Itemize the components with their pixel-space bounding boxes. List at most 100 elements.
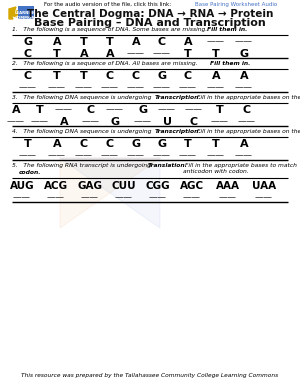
Text: C: C	[132, 71, 140, 81]
Text: ——: ——	[211, 117, 229, 126]
Text: ——: ——	[235, 151, 253, 160]
Text: G: G	[131, 139, 141, 149]
Text: The Central Dogma: DNA → RNA → Protein: The Central Dogma: DNA → RNA → Protein	[27, 9, 273, 19]
Text: This resource was prepared by the Tallahassee Community College Learning Commons: This resource was prepared by the Tallah…	[21, 373, 279, 378]
Text: ——: ——	[101, 83, 119, 92]
Text: T: T	[184, 49, 192, 59]
Text: ——: ——	[47, 193, 65, 202]
Text: 3.   The following DNA sequence is undergoing: 3. The following DNA sequence is undergo…	[12, 95, 153, 100]
Text: A: A	[60, 117, 68, 127]
Text: C: C	[190, 117, 198, 127]
Text: Transcription.: Transcription.	[155, 95, 202, 100]
Text: C: C	[80, 139, 88, 149]
Text: ——: ——	[183, 193, 201, 202]
Text: T: T	[216, 105, 224, 115]
Text: LEARNING
COMMONS: LEARNING COMMONS	[14, 11, 38, 20]
Text: ——: ——	[13, 193, 31, 202]
Text: ——: ——	[81, 193, 99, 202]
Text: ——: ——	[127, 83, 145, 92]
Text: ——: ——	[207, 83, 225, 92]
Text: ——: ——	[235, 37, 253, 46]
Text: Fill in the appropriate bases on the DNA and RNA.: Fill in the appropriate bases on the DNA…	[195, 95, 300, 100]
Text: UAA: UAA	[252, 181, 276, 191]
Text: codon.: codon.	[19, 170, 41, 175]
Text: ——: ——	[115, 193, 133, 202]
Text: A: A	[240, 139, 248, 149]
Text: T: T	[24, 139, 32, 149]
Text: ——: ——	[48, 151, 66, 160]
Text: ——: ——	[55, 105, 73, 114]
Text: ——: ——	[185, 105, 203, 114]
Text: ——: ——	[219, 193, 237, 202]
Text: ——: ——	[101, 151, 119, 160]
Text: ——: ——	[238, 117, 256, 126]
Text: Fill in the appropriate bases on the RNA strand.: Fill in the appropriate bases on the RNA…	[195, 129, 300, 134]
Text: ——: ——	[153, 49, 171, 58]
Text: ——: ——	[19, 151, 37, 160]
Text: T: T	[80, 71, 88, 81]
Text: ——: ——	[127, 151, 145, 160]
Text: ——: ——	[19, 83, 37, 92]
Text: C: C	[184, 71, 192, 81]
Text: T: T	[36, 105, 44, 115]
Text: G: G	[239, 49, 249, 59]
Text: G: G	[110, 117, 120, 127]
Text: ——: ——	[179, 151, 197, 160]
Text: AUG: AUG	[10, 181, 34, 191]
Polygon shape	[60, 158, 160, 228]
Text: Fill them in.: Fill them in.	[210, 61, 250, 66]
Text: Transcription.: Transcription.	[155, 129, 202, 134]
Text: Fill them in.: Fill them in.	[207, 27, 247, 32]
Text: A: A	[240, 71, 248, 81]
Text: CGG: CGG	[146, 181, 170, 191]
Text: T: T	[184, 139, 192, 149]
Text: C: C	[24, 71, 32, 81]
Text: A: A	[80, 49, 88, 59]
Text: G: G	[23, 37, 33, 47]
Text: Base Pairing – DNA and Transcription: Base Pairing – DNA and Transcription	[34, 18, 266, 28]
Text: ——: ——	[235, 83, 253, 92]
Text: G: G	[158, 71, 166, 81]
Text: C: C	[106, 71, 114, 81]
Text: 5.   The following RNA transcript is undergoing: 5. The following RNA transcript is under…	[12, 163, 153, 168]
Text: ——: ——	[255, 193, 273, 202]
Bar	[18, 6, 34, 19]
Text: A: A	[53, 37, 61, 47]
Text: AGC: AGC	[180, 181, 204, 191]
Text: Base Pairing Worksheet Audio: Base Pairing Worksheet Audio	[195, 2, 277, 7]
Text: A: A	[106, 49, 114, 59]
Text: ——: ——	[106, 105, 124, 114]
Text: T: T	[106, 37, 114, 47]
Text: U: U	[163, 117, 172, 127]
Text: G: G	[138, 105, 148, 115]
Text: ——: ——	[75, 151, 93, 160]
Text: G: G	[158, 139, 166, 149]
Text: 1.   The following is a sequence of DNA. Some bases are missing.: 1. The following is a sequence of DNA. S…	[12, 27, 209, 32]
Text: 2.   The following is a sequence of DNA. All bases are missing.: 2. The following is a sequence of DNA. A…	[12, 61, 200, 66]
Text: C: C	[243, 105, 251, 115]
Text: ——: ——	[7, 117, 25, 126]
Text: A: A	[12, 105, 20, 115]
Text: 4.   The following DNA sequence is undergoing: 4. The following DNA sequence is undergo…	[12, 129, 153, 134]
Text: ——: ——	[149, 193, 167, 202]
Text: C: C	[158, 37, 166, 47]
Polygon shape	[9, 7, 20, 19]
Text: A: A	[53, 139, 61, 149]
Text: GAG: GAG	[77, 181, 103, 191]
Text: ——: ——	[82, 117, 100, 126]
Text: C: C	[24, 49, 32, 59]
Text: C: C	[87, 105, 95, 115]
Text: ——: ——	[134, 117, 152, 126]
Text: Translation.: Translation.	[148, 163, 188, 168]
Text: ——: ——	[127, 49, 145, 58]
Text: ——: ——	[75, 83, 93, 92]
Text: T: T	[212, 139, 220, 149]
Text: For the audio version of the file, click this link:: For the audio version of the file, click…	[44, 2, 173, 7]
Text: ——: ——	[207, 37, 225, 46]
Text: ——: ——	[179, 83, 197, 92]
Text: ——: ——	[31, 117, 49, 126]
Text: T: T	[80, 37, 88, 47]
Text: AAA: AAA	[216, 181, 240, 191]
Text: ——: ——	[153, 151, 171, 160]
Text: T: T	[212, 49, 220, 59]
